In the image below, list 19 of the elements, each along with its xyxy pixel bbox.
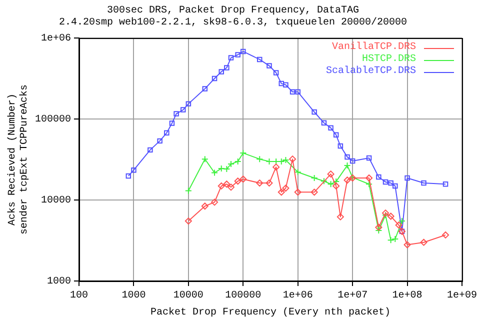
x-tick-label: 1e+09 xyxy=(446,290,478,302)
x-tick-label: 1000 xyxy=(122,290,146,302)
chart-subtitle: 2.4.20smp web100-2.2.1, sk98-6.0.3, txqueuelen 20000/20000 xyxy=(58,16,408,29)
legend-label: HSTCP.DRS xyxy=(362,54,416,66)
x-axis-title: Packet Drop Frequency (Every nth packet) xyxy=(150,306,391,319)
legend-label: ScalableTCP.DRS xyxy=(326,66,416,78)
y-tick-label: 10000 xyxy=(40,196,72,207)
y-axis-title: Acks Recieved (Number) sender tcpExt TCPPureAcks xyxy=(6,84,31,235)
x-tick-label: 1e+07 xyxy=(338,290,368,302)
x-tick-label: 10000 xyxy=(173,290,204,302)
x-tick-label: 1e+06 xyxy=(282,290,313,302)
legend-label: VanillaTCP.DRS xyxy=(332,42,416,54)
x-tick-label: 1e+08 xyxy=(392,290,422,302)
y-tick-label: 1e+06 xyxy=(40,34,72,45)
y-tick-label: 1000 xyxy=(46,276,72,288)
x-tick-label: 100000 xyxy=(225,290,262,302)
y-tick-label: 100000 xyxy=(34,114,72,126)
chart-title: 300sec DRS, Packet Drop Frequency, DataTAG xyxy=(106,4,360,17)
x-tick-label: 100 xyxy=(70,290,88,302)
